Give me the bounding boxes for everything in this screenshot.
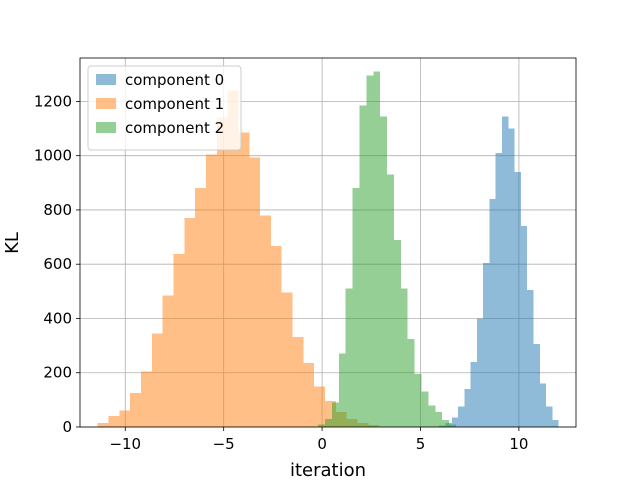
- histogram-bar: [184, 218, 196, 427]
- histogram-bar: [173, 253, 185, 427]
- legend-swatch: [96, 98, 116, 109]
- histogram-bar: [325, 418, 332, 427]
- histogram-bar: [352, 188, 360, 427]
- y-tick-label: 1200: [34, 92, 72, 110]
- histogram-bar: [546, 406, 553, 427]
- histogram-bar: [400, 288, 408, 427]
- histogram-bar: [151, 333, 163, 427]
- legend-swatch: [96, 74, 116, 85]
- y-tick-label: 600: [43, 255, 72, 273]
- histogram-bar: [97, 422, 109, 427]
- histogram-bar: [501, 116, 509, 427]
- x-tick-label: −5: [213, 435, 235, 453]
- plot-frame: [79, 57, 577, 428]
- histogram-bar: [508, 128, 515, 427]
- legend-label: component 0: [125, 71, 224, 89]
- bars-layer: [97, 71, 559, 428]
- histogram-bar: [108, 416, 120, 427]
- series-0-bars: [439, 116, 559, 427]
- histogram-bar: [270, 245, 282, 427]
- y-tick-label: 800: [43, 201, 72, 219]
- histogram-bar: [227, 90, 239, 427]
- y-tick-label: 400: [43, 309, 72, 327]
- x-tick-label: 0: [317, 435, 327, 453]
- histogram-bar: [130, 393, 142, 427]
- series-2-bars: [318, 71, 456, 428]
- histogram-bar: [292, 336, 304, 427]
- histogram-bar: [458, 406, 465, 427]
- histogram-bar: [359, 105, 367, 427]
- histogram-bar: [318, 424, 326, 427]
- histogram-bar: [407, 338, 415, 427]
- histogram-bar: [449, 424, 456, 427]
- histogram-bar: [325, 401, 336, 427]
- y-tick-label: 200: [43, 364, 72, 382]
- histogram-bar: [527, 289, 534, 427]
- series-1-bars: [97, 90, 380, 428]
- y-tick-label: 0: [62, 418, 72, 436]
- histogram-bar: [428, 405, 436, 427]
- histogram-bar: [303, 363, 315, 427]
- histogram-bar: [373, 71, 381, 428]
- x-axis-label: iteration: [290, 460, 366, 480]
- histogram-bar: [345, 288, 353, 427]
- histogram-bar: [393, 239, 401, 427]
- histogram-bar: [435, 412, 443, 427]
- histogram-bar: [387, 174, 394, 427]
- x-tick-label: 10: [509, 435, 528, 453]
- histogram-bar: [489, 199, 496, 427]
- x-tick-label: 5: [416, 435, 426, 453]
- histogram-bar: [533, 344, 540, 427]
- histogram-bar: [552, 420, 559, 427]
- legend-swatch: [96, 122, 116, 133]
- histogram-bar: [476, 318, 484, 427]
- histogram-bar: [338, 353, 346, 427]
- histogram-bar: [216, 117, 228, 428]
- histogram-bar: [520, 226, 528, 427]
- histogram-bar: [470, 361, 477, 427]
- histogram-bar: [495, 152, 502, 427]
- histogram-bar: [249, 157, 261, 427]
- y-tick-label: 1000: [34, 147, 72, 165]
- histogram-bar: [314, 386, 326, 427]
- histogram-bar: [260, 215, 271, 427]
- histogram-bar: [141, 371, 152, 427]
- legend: component 0 component 1 component 2: [87, 65, 242, 151]
- histogram-bar: [195, 188, 206, 427]
- histogram-bar: [205, 154, 217, 427]
- legend-label: component 2: [125, 119, 224, 137]
- histogram-bar: [442, 420, 450, 427]
- histogram-bar: [281, 292, 293, 427]
- histogram-bar: [162, 295, 174, 427]
- legend-label: component 1: [125, 95, 224, 113]
- histogram-bar: [421, 391, 429, 427]
- x-tick-label: −10: [109, 435, 141, 453]
- histogram-bar: [464, 389, 471, 427]
- histogram-bar: [119, 410, 131, 427]
- ticks-layer: −10 −5 0 5 10 0 200 400 600 800 1000 1200: [34, 92, 529, 453]
- histogram-bar: [331, 402, 339, 427]
- y-axis-label: KL: [2, 232, 23, 254]
- histogram-bar: [483, 262, 490, 427]
- histogram-bar: [414, 374, 422, 427]
- histogram-bar: [539, 383, 547, 427]
- histogram-bar: [366, 75, 374, 427]
- histogram-bar: [451, 417, 459, 427]
- histogram-bar: [238, 132, 250, 428]
- histogram-bar: [380, 116, 388, 427]
- legend-box: [87, 65, 242, 151]
- histogram-bar: [514, 171, 521, 427]
